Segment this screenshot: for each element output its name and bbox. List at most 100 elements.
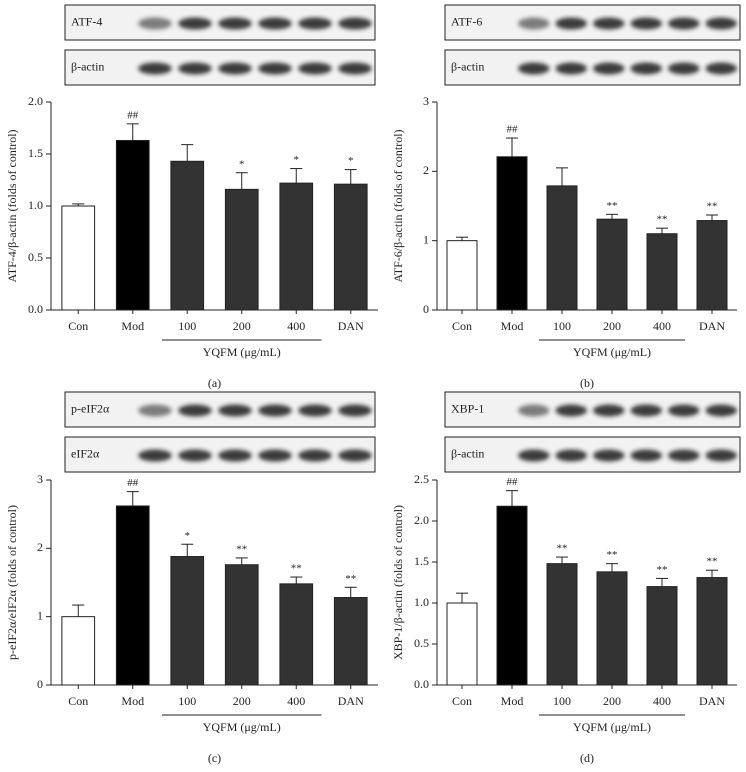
significance-label: ## [507,124,519,136]
group-label: YQFM (μg/mL) [573,345,651,359]
significance-label: * [185,530,191,542]
blot-band [218,404,252,417]
blot-band [630,404,662,417]
blot-band [555,404,587,417]
x-tick-label: Mod [501,694,524,708]
blot-band [218,62,252,75]
significance-label: ** [657,214,668,226]
x-tick-label: Con [68,694,88,708]
x-tick-label: 400 [287,319,305,333]
blot-band [668,449,700,462]
blot-band [138,404,172,417]
panel-label: (d) [580,751,594,765]
y-tick-label: 0 [37,677,43,691]
bar [596,571,628,686]
bar [546,185,578,311]
significance-label: ** [707,201,718,213]
panel-label: (b) [580,376,594,390]
significance-label: ** [236,543,247,555]
x-tick-label: Con [452,694,472,708]
blot-band [218,17,252,30]
y-tick-label: 1.0 [414,595,429,609]
x-tick-label: 400 [653,694,671,708]
x-tick-label: 200 [603,694,621,708]
bar [696,577,728,686]
blot-band [668,62,700,75]
y-tick-label: 1.5 [28,146,43,160]
y-tick-label: 0.0 [414,677,429,691]
y-tick-label: 2.0 [414,513,429,527]
blot-band [630,17,662,30]
blot-band [630,62,662,75]
x-tick-label: Mod [121,694,144,708]
blot-band [668,404,700,417]
blot-band [258,449,292,462]
x-tick-label: DAN [699,694,725,708]
y-tick-label: 3 [37,472,43,486]
significance-label: * [348,155,354,167]
blot-band [298,449,332,462]
group-label: YQFM (μg/mL) [203,720,281,734]
blot-label: XBP-1 [451,401,484,415]
blot-band [555,449,587,462]
x-tick-label: DAN [699,319,725,333]
y-tick-label: 0.0 [28,302,43,316]
y-tick-label: 2.5 [414,472,429,486]
y-tick-label: 1.0 [28,198,43,212]
blot-label: p-eIF2α [71,401,110,415]
y-tick-label: 0.5 [28,250,43,264]
blot-band [593,404,625,417]
bar [224,564,259,686]
y-tick-label: 1 [423,232,429,246]
blot-band [298,62,332,75]
significance-label: ** [657,564,668,576]
bar [170,556,205,686]
blot-band [705,404,737,417]
x-tick-label: 400 [287,694,305,708]
blot-band [705,62,737,75]
x-tick-label: 100 [178,319,196,333]
group-label: YQFM (μg/mL) [203,345,281,359]
significance-label: ## [127,477,139,489]
blot-band [178,62,212,75]
bar [333,183,368,311]
y-axis-label: p-eIF2α/eIF2α (folds of control) [5,505,19,660]
x-tick-label: Mod [501,319,524,333]
blot-band [178,17,212,30]
blot-band [218,449,252,462]
significance-label: ** [291,563,302,575]
significance-label: ## [127,109,139,121]
significance-label: ## [507,476,519,488]
bar [279,583,314,686]
blot-band [555,62,587,75]
x-tick-label: 200 [233,694,251,708]
y-axis-label: ATF-6/β-actin (folds of control) [391,129,405,282]
bar [115,139,150,311]
blot-band [518,17,550,30]
blot-band [705,17,737,30]
blot-band [593,17,625,30]
significance-label: ** [607,200,618,212]
blot-band [338,449,372,462]
bar [446,240,478,311]
x-tick-label: 100 [553,694,571,708]
blot-band [518,404,550,417]
y-tick-label: 2 [423,163,429,177]
y-tick-label: 3 [423,94,429,108]
bar [61,205,96,311]
blot-band [138,62,172,75]
x-tick-label: Con [68,319,88,333]
blot-band [518,62,550,75]
y-tick-label: 1 [37,608,43,622]
blot-band [178,449,212,462]
y-axis-label: ATF-4/β-actin (folds of control) [5,129,19,282]
bar [496,505,528,686]
significance-label: ** [345,573,356,585]
x-tick-label: DAN [338,694,364,708]
blot-label: β-actin [451,59,484,73]
x-tick-label: 200 [233,319,251,333]
y-tick-label: 0.5 [414,636,429,650]
significance-label: ** [607,549,618,561]
